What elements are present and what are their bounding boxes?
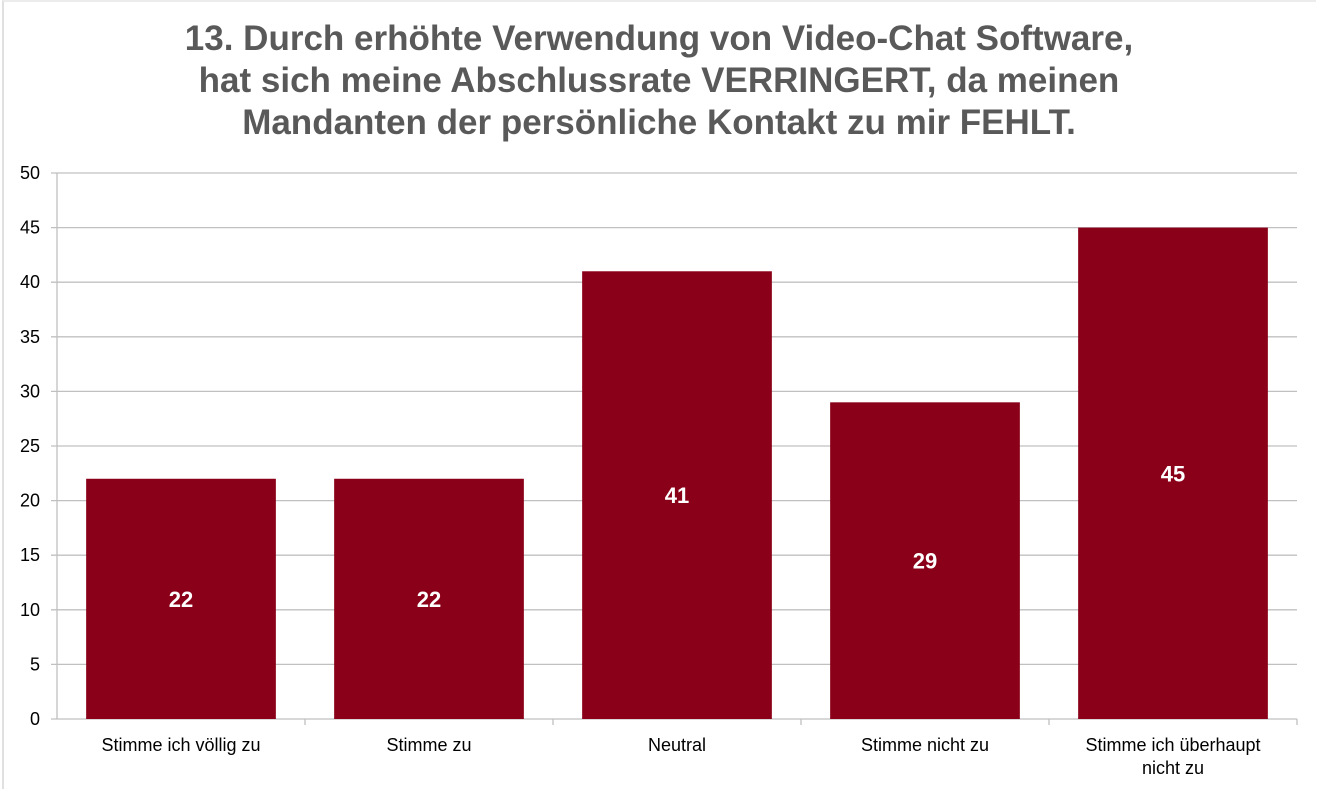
bar	[86, 478, 276, 719]
y-tick-label: 45	[20, 218, 40, 238]
x-tick-label: Stimme zu	[386, 735, 471, 755]
chart-title-line: 13. Durch erhöhte Verwendung von Video-C…	[184, 19, 1134, 58]
x-tick-label: Stimme ich überhaupt	[1085, 735, 1260, 755]
y-tick-label: 0	[30, 709, 40, 729]
x-tick-label: Stimme nicht zu	[861, 735, 989, 755]
y-tick-label: 40	[20, 272, 40, 292]
x-tick-label: nicht zu	[1142, 758, 1204, 778]
chart-title-line: hat sich meine Abschlussrate VERRINGERT,…	[198, 61, 1120, 100]
y-tick-label: 5	[30, 654, 40, 674]
chart-title: 13. Durch erhöhte Verwendung von Video-C…	[0, 18, 1318, 144]
x-tick-label: Neutral	[648, 735, 706, 755]
data-label: 22	[169, 587, 193, 612]
data-label: 41	[665, 483, 689, 508]
y-tick-label: 50	[20, 163, 40, 183]
bar	[582, 271, 772, 719]
data-label: 45	[1161, 461, 1185, 486]
bar	[1078, 227, 1268, 719]
y-tick-label: 15	[20, 545, 40, 565]
y-tick-label: 20	[20, 491, 40, 511]
y-tick-label: 10	[20, 600, 40, 620]
chart-title-line: Mandanten der persönliche Kontakt zu mir…	[242, 103, 1076, 142]
y-tick-label: 25	[20, 436, 40, 456]
data-label: 29	[913, 549, 937, 574]
bar	[334, 478, 524, 719]
y-tick-label: 30	[20, 381, 40, 401]
data-label: 22	[417, 587, 441, 612]
y-tick-label: 35	[20, 327, 40, 347]
x-tick-label: Stimme ich völlig zu	[101, 735, 260, 755]
bar	[830, 402, 1020, 719]
